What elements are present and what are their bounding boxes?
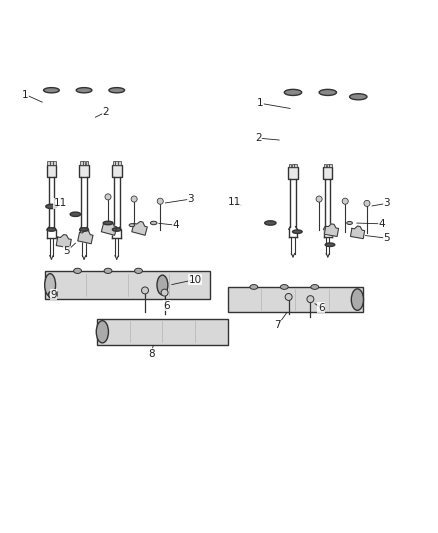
Text: 1: 1	[257, 98, 264, 108]
Ellipse shape	[134, 268, 142, 273]
Ellipse shape	[80, 228, 88, 231]
Bar	[118, 161, 121, 165]
Bar	[294, 164, 297, 167]
Ellipse shape	[46, 204, 57, 208]
Polygon shape	[56, 235, 71, 248]
Bar	[113, 161, 115, 165]
Circle shape	[307, 296, 314, 303]
Bar	[327, 164, 329, 167]
Text: 4: 4	[379, 219, 385, 229]
Polygon shape	[78, 230, 93, 244]
Text: 6: 6	[163, 301, 170, 311]
Ellipse shape	[45, 273, 56, 296]
Bar	[323, 167, 332, 179]
Polygon shape	[325, 224, 339, 237]
Ellipse shape	[157, 275, 168, 295]
Ellipse shape	[265, 221, 276, 225]
Text: 2: 2	[102, 107, 109, 117]
Ellipse shape	[311, 285, 319, 289]
Bar	[47, 165, 56, 177]
Text: 10: 10	[188, 274, 201, 285]
Text: 7: 7	[275, 320, 281, 330]
Ellipse shape	[70, 212, 81, 216]
Circle shape	[342, 198, 348, 204]
Text: 5: 5	[383, 233, 390, 243]
Ellipse shape	[47, 228, 56, 231]
Text: 11: 11	[228, 197, 241, 207]
Ellipse shape	[150, 221, 157, 225]
Text: 6: 6	[318, 303, 325, 313]
Circle shape	[105, 194, 111, 200]
Bar	[324, 164, 326, 167]
Bar	[86, 161, 88, 165]
Bar	[47, 161, 50, 165]
Ellipse shape	[129, 224, 135, 227]
Polygon shape	[101, 222, 117, 235]
Ellipse shape	[284, 90, 302, 95]
Ellipse shape	[76, 87, 92, 93]
Circle shape	[285, 294, 292, 301]
Bar	[228, 287, 363, 312]
Circle shape	[316, 196, 322, 202]
Ellipse shape	[44, 87, 59, 93]
Bar	[83, 161, 85, 165]
Ellipse shape	[350, 94, 367, 100]
Bar	[289, 164, 292, 167]
Bar	[292, 164, 294, 167]
Bar	[116, 161, 118, 165]
Circle shape	[364, 200, 370, 206]
Polygon shape	[132, 222, 147, 235]
Text: 5: 5	[64, 246, 70, 256]
Ellipse shape	[325, 243, 335, 246]
Text: 1: 1	[22, 90, 28, 100]
Ellipse shape	[109, 87, 124, 93]
Ellipse shape	[293, 230, 302, 233]
Ellipse shape	[319, 90, 336, 95]
Ellipse shape	[113, 228, 121, 231]
Text: 3: 3	[383, 198, 390, 208]
Ellipse shape	[74, 268, 81, 273]
Polygon shape	[350, 226, 365, 239]
Circle shape	[157, 198, 163, 204]
Bar	[80, 161, 82, 165]
Bar	[79, 165, 89, 177]
Bar	[45, 271, 210, 299]
Text: 11: 11	[53, 198, 67, 208]
Bar	[97, 319, 228, 345]
Circle shape	[161, 289, 168, 296]
Ellipse shape	[351, 289, 364, 310]
Text: 2: 2	[255, 133, 261, 143]
Ellipse shape	[250, 285, 258, 289]
Text: 4: 4	[172, 220, 179, 230]
Circle shape	[141, 287, 148, 294]
Circle shape	[131, 196, 137, 202]
Ellipse shape	[104, 268, 112, 273]
Text: 9: 9	[50, 290, 57, 300]
Ellipse shape	[96, 321, 109, 343]
Bar	[50, 161, 53, 165]
Text: 8: 8	[148, 349, 155, 359]
Bar	[329, 164, 332, 167]
Ellipse shape	[347, 221, 353, 224]
Bar	[289, 167, 297, 179]
Ellipse shape	[103, 221, 113, 225]
Text: 3: 3	[187, 194, 194, 204]
Ellipse shape	[280, 285, 288, 289]
Ellipse shape	[48, 291, 57, 298]
Bar	[112, 165, 121, 177]
Bar	[53, 161, 56, 165]
